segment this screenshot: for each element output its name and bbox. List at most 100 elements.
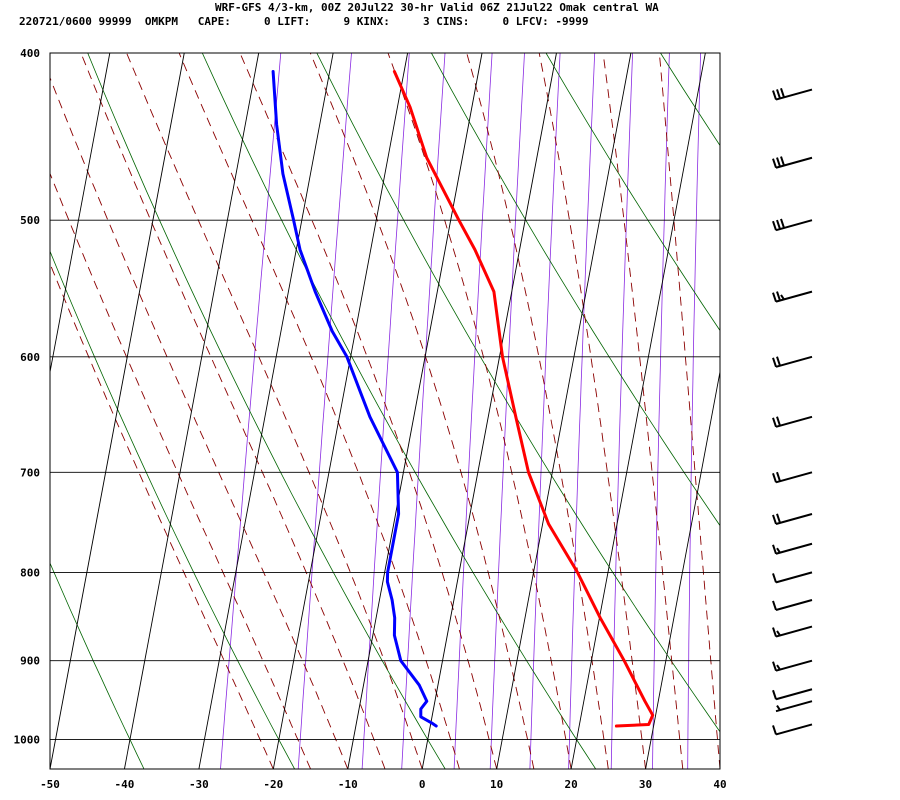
profile-lines — [271, 70, 655, 728]
mixing-ratio-line — [529, 53, 561, 769]
plot-frame — [49, 52, 721, 770]
isotherm-line — [645, 371, 721, 770]
wind-barb-feather — [780, 294, 785, 300]
mixing-ratio-line — [687, 53, 701, 769]
pressure-tick-label: 700 — [20, 466, 40, 479]
moist-adiabat-line — [658, 53, 720, 769]
moist-adiabat-line — [126, 53, 423, 769]
temperature-axis: -50 -40 -30 -20 -10 0 10 20 30 40 — [40, 778, 727, 791]
temperature-tick-label: -50 — [40, 778, 60, 791]
wind-barb-staff — [775, 513, 813, 525]
dry-adiabat-line — [316, 53, 720, 733]
moist-adiabat-line — [50, 76, 349, 769]
wind-barb-feather — [772, 220, 777, 231]
wind-barb-feather — [776, 291, 781, 301]
mixing-ratio-line — [361, 53, 410, 769]
wind-barb-feather — [780, 156, 785, 166]
isotherm-line — [421, 52, 557, 770]
wind-barb-feather — [772, 573, 777, 583]
wind-barb-staff — [775, 625, 813, 638]
temperature-tick-label: 0 — [419, 778, 426, 791]
wind-barb — [772, 625, 813, 638]
wind-barb — [772, 599, 813, 611]
isotherm-line — [49, 52, 185, 770]
wind-barb — [772, 688, 813, 701]
isotherm-line — [272, 52, 409, 770]
moist-adiabat-line — [239, 53, 498, 769]
wind-barb-feather — [772, 357, 777, 368]
mixing-ratio-line — [721, 53, 730, 769]
wind-barb-feather — [772, 158, 777, 169]
wind-barb-staff — [775, 88, 813, 101]
moist-adiabat-line — [50, 262, 274, 769]
isotherm-line — [124, 52, 260, 770]
moist-adiabat-line — [466, 53, 609, 769]
wind-barb-staff — [775, 688, 813, 701]
wind-barb-staff — [775, 471, 813, 484]
wind-barb-feather — [776, 416, 781, 427]
wind-barb-staff — [775, 599, 813, 611]
wind-barb-feather — [772, 627, 777, 637]
wind-barb-staff — [775, 290, 813, 303]
wind-barb-staff — [775, 723, 813, 736]
moist-adiabat-line — [538, 53, 647, 769]
mixing-ratio-line — [568, 53, 596, 769]
temperature-tick-label: 30 — [639, 778, 652, 791]
dry-adiabat-line — [50, 250, 295, 769]
wind-barb — [772, 723, 813, 736]
wind-barb-feather — [776, 219, 781, 230]
wind-barb-column — [772, 88, 813, 736]
mixing-ratio-line — [297, 53, 352, 769]
temperature-tick-label: -10 — [338, 778, 358, 791]
dry-adiabat-line — [431, 53, 720, 527]
wind-barb-staff — [775, 700, 813, 713]
wind-barb — [772, 571, 813, 584]
pressure-tick-label: 800 — [20, 566, 40, 579]
grid-lines — [49, 52, 721, 770]
dry-adiabat-line — [775, 53, 900, 769]
wind-barb-staff — [775, 355, 813, 368]
wind-barb — [772, 156, 813, 169]
wind-barb-feather — [772, 473, 777, 483]
temperature-tick-label: -40 — [115, 778, 135, 791]
wind-barb-feather — [780, 88, 785, 98]
wind-barb-staff — [775, 542, 813, 555]
wind-barb — [772, 542, 813, 555]
pressure-tick-label: 900 — [20, 655, 40, 668]
dry-adiabat-line — [50, 562, 145, 769]
dry-adiabat-line — [87, 53, 446, 769]
stability-indices: 220721/0600 99999 OMKPM CAPE: 0 LIFT: 9 … — [19, 15, 589, 28]
mixing-ratio-line — [652, 53, 670, 769]
wind-barb — [772, 659, 813, 672]
wind-barb — [772, 513, 813, 525]
mixing-ratio-line — [401, 53, 446, 769]
pressure-tick-label: 600 — [20, 351, 40, 364]
wind-barb-feather — [772, 661, 777, 671]
dry-adiabat-line — [545, 53, 720, 332]
wind-barb-staff — [775, 219, 813, 232]
isotherm-line — [198, 52, 334, 770]
wind-barb-feather — [772, 725, 777, 735]
dry-adiabat-line — [890, 53, 900, 769]
moist-adiabat-line — [309, 53, 535, 769]
wind-barb — [772, 218, 813, 232]
moist-adiabat-line — [50, 172, 312, 769]
wind-barb-staff — [775, 415, 813, 428]
mixing-ratio-line — [453, 53, 493, 769]
pressure-tick-label: 400 — [20, 47, 40, 60]
wind-barb-feather — [780, 218, 785, 229]
wind-barb-staff — [775, 571, 813, 584]
isotherm-line — [347, 52, 483, 770]
mixing-ratio-line — [489, 53, 525, 769]
wind-barb-feather — [776, 157, 781, 167]
wind-barb — [775, 700, 813, 713]
dewpoint-profile-line — [271, 70, 438, 728]
wind-barb-feather — [776, 513, 781, 524]
moist-adiabat-line — [602, 53, 684, 769]
wind-barb-feather — [772, 544, 777, 555]
moist-adiabat-line — [80, 53, 386, 769]
isotherm-line — [49, 52, 111, 373]
wind-barb-feather — [776, 356, 781, 367]
wind-barb-feather — [772, 689, 777, 700]
